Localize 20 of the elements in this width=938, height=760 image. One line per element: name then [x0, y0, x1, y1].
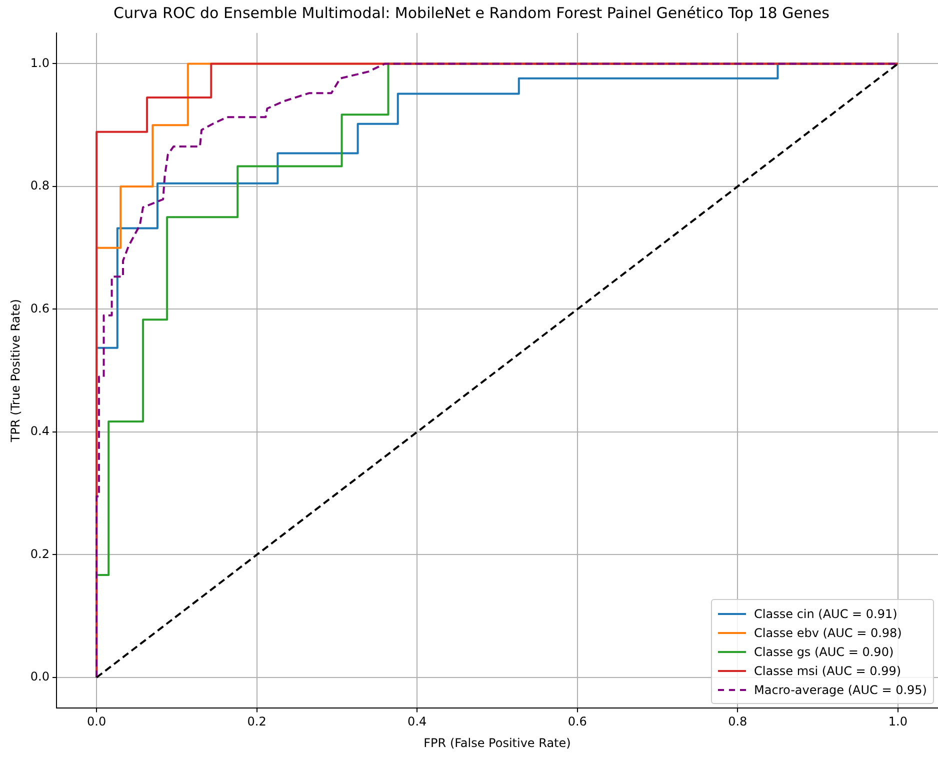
legend-label: Classe ebv (AUC = 0.98): [754, 626, 902, 640]
x-tick-label: 0.8: [728, 714, 748, 729]
legend-label: Classe gs (AUC = 0.90): [754, 644, 894, 659]
y-tick-label: 0.6: [30, 301, 50, 316]
x-tick-label: 0.4: [408, 714, 427, 729]
y-tick-label: 0.0: [30, 670, 50, 684]
y-tick-label: 0.8: [30, 178, 50, 193]
y-tick-label: 1.0: [30, 56, 50, 70]
x-axis-title: FPR (False Positive Rate): [424, 736, 571, 750]
x-tick-label: 0.6: [568, 714, 587, 729]
x-tick-label: 1.0: [888, 714, 908, 729]
legend-label: Classe cin (AUC = 0.91): [754, 606, 898, 621]
legend-label: Classe msi (AUC = 0.99): [754, 664, 902, 678]
x-tick-label: 0.0: [87, 714, 106, 729]
y-axis-title: TPR (True Positive Rate): [8, 299, 22, 444]
x-tick-label: 0.2: [247, 714, 266, 729]
legend-label: Macro-average (AUC = 0.95): [754, 682, 927, 697]
y-tick-label: 0.4: [30, 424, 50, 438]
chart-title: Curva ROC do Ensemble Multimodal: MobileNet e Random Forest Painel Genético Top 18 Genes: [114, 4, 830, 22]
y-tick-label: 0.2: [30, 546, 50, 561]
